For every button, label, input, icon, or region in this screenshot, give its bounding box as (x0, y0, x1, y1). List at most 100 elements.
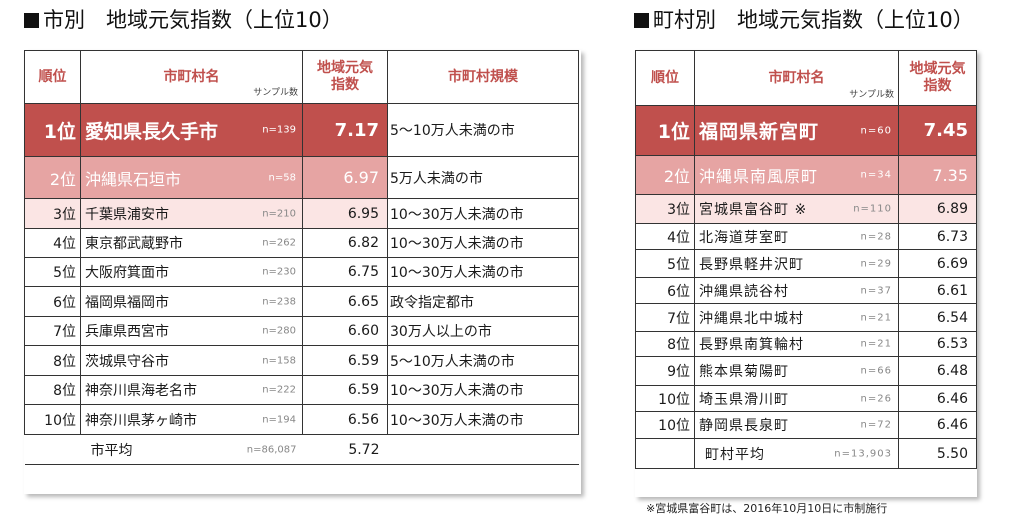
name-cell: 埼玉県滑川町 n=26 (694, 385, 899, 412)
table-row: 8位 茨城県守谷市 n=158 6.59 5～10万人未満の市 (24, 345, 579, 376)
municipality-name: 静岡県長泉町 (699, 418, 789, 434)
name-cell: 兵庫県西宮市 n=280 (80, 316, 303, 346)
rank-cell: 6位 (24, 286, 81, 317)
index-value: 6.46 (898, 411, 977, 439)
name-cell: 沖縄県南風原町 n=34 (694, 155, 899, 195)
municipality-name: 宮城県富谷町 ※ (699, 202, 808, 218)
table-row: 3位 千葉県浦安市 n=210 6.95 10～30万人未満の市 (24, 198, 579, 229)
name-cell: 沖縄県北中城村 n=21 (694, 303, 899, 332)
municipality-name: 愛知県長久手市 (85, 120, 219, 143)
index-value: 6.89 (898, 194, 977, 224)
sample-count: n=37 (860, 285, 892, 296)
index-value: 5.72 (302, 434, 388, 465)
name-cell: 静岡県長泉町 n=72 (694, 411, 899, 439)
sample-count: n=21 (860, 338, 892, 350)
municipality-name: 大阪府箕面市 (85, 265, 169, 281)
index-value: 6.82 (302, 228, 388, 258)
table-row: 10位 埼玉県滑川町 n=26 6.46 (635, 385, 977, 412)
rank-cell: 3位 (635, 194, 695, 224)
table-row: 4位 北海道芽室町 n=28 6.73 (635, 223, 977, 250)
index-value: 6.95 (302, 198, 388, 229)
sample-count: n=238 (262, 296, 296, 307)
municipality-name: 北海道芽室町 (699, 229, 789, 246)
index-value: 6.46 (898, 385, 977, 412)
name-cell: 熊本県菊陽町 n=66 (694, 356, 899, 386)
index-value: 6.60 (302, 316, 388, 346)
table-row: 9位 熊本県菊陽町 n=66 6.48 (635, 356, 977, 386)
rank-cell (635, 438, 695, 469)
name-cell: 愛知県長久手市 n=139 (80, 103, 303, 157)
sample-count: n=194 (262, 414, 296, 425)
index-value: 6.69 (898, 249, 977, 278)
rank-cell: 10位 (635, 385, 695, 412)
municipality-name: 東京都武蔵野市 (85, 236, 183, 252)
municipality-name: 茨城県守谷市 (85, 353, 169, 370)
sample-count: n=86,087 (246, 444, 297, 455)
index-value: 6.54 (898, 303, 977, 332)
municipality-name: 長野県軽井沢町 (699, 256, 804, 273)
city-ranking-panel: 順位 市町村名 サンプル数 地域元気 指数 市町村規模 1位 愛知県長久手市 n=139… (24, 50, 581, 494)
rank-cell: 10位 (24, 404, 81, 435)
name-cell: 茨城県守谷市 n=158 (80, 345, 303, 376)
name-cell: 神奈川県海老名市 n=222 (80, 375, 303, 405)
scale-cell: 5～10万人未満の市 (387, 345, 579, 376)
rank-cell: 2位 (24, 156, 81, 199)
scale-cell: 10～30万人未満の市 (387, 228, 579, 258)
table-row: 3位 宮城県富谷町 ※ n=110 6.89 (635, 194, 977, 224)
rank-cell: 2位 (635, 155, 695, 195)
table-row: 1位 福岡県新宮町 n=60 7.45 (635, 105, 977, 156)
header-rank: 順位 (24, 50, 81, 104)
header-rank: 順位 (635, 50, 695, 106)
index-value: 6.53 (898, 331, 977, 357)
scale-cell: 10～30万人未満の市 (387, 404, 579, 435)
city-ranking-table: 順位 市町村名 サンプル数 地域元気 指数 市町村規模 1位 愛知県長久手市 n=139… (24, 50, 579, 465)
average-row: 町村平均 n=13,903 5.50 (635, 438, 977, 469)
name-cell: 沖縄県石垣市 n=58 (80, 156, 303, 199)
sample-count: n=28 (860, 231, 892, 242)
name-cell: 福岡県新宮町 n=60 (694, 105, 899, 156)
rank-cell: 8位 (24, 345, 81, 376)
average-label: 市平均 (90, 442, 133, 459)
scale-cell: 10～30万人未満の市 (387, 375, 579, 405)
table-header-row: 順位 市町村名 サンプル数 地域元気 指数 市町村規模 (24, 50, 579, 104)
table-row: 7位 兵庫県西宮市 n=280 6.60 30万人以上の市 (24, 316, 579, 346)
table-row: 8位 長野県南箕輪村 n=21 6.53 (635, 331, 977, 357)
name-cell: 長野県軽井沢町 n=29 (694, 249, 899, 278)
index-value: 6.97 (302, 156, 388, 199)
name-cell: 町村平均 n=13,903 (694, 438, 899, 469)
average-label: 町村平均 (705, 446, 765, 463)
average-row: 市平均 n=86,087 5.72 (24, 434, 579, 465)
sample-count: n=262 (262, 237, 296, 249)
sample-count: n=66 (860, 365, 892, 377)
table-row: 4位 東京都武蔵野市 n=262 6.82 10～30万人未満の市 (24, 228, 579, 258)
table-row: 10位 神奈川県茅ヶ崎市 n=194 6.56 10～30万人未満の市 (24, 404, 579, 435)
sample-count: n=29 (860, 258, 892, 269)
scale-cell: 30万人以上の市 (387, 316, 579, 346)
index-value: 6.59 (302, 345, 388, 376)
index-value: 6.65 (302, 286, 388, 317)
scale-cell: 5～10万人未満の市 (387, 103, 579, 157)
left-table-title: 市別 地域元気指数（上位10） (24, 6, 343, 34)
header-sample-count: サンプル数 (849, 90, 894, 100)
town-ranking-panel: 順位 市町村名 サンプル数 地域元気 指数 1位 福岡県新宮町 n=60 7.45 2位 沖縄… (635, 50, 977, 497)
black-square-icon (634, 13, 649, 28)
town-ranking-table: 順位 市町村名 サンプル数 地域元気 指数 1位 福岡県新宮町 n=60 7.45 2位 沖縄… (635, 50, 977, 469)
index-value: 7.35 (898, 155, 977, 195)
name-cell: 大阪府箕面市 n=230 (80, 257, 303, 287)
rank-cell: 10位 (635, 411, 695, 439)
rank-cell: 1位 (635, 105, 695, 156)
rank-cell: 4位 (24, 228, 81, 258)
sample-count: n=222 (262, 384, 296, 396)
municipality-name: 沖縄県読谷村 (699, 283, 789, 300)
municipality-name: 福岡県新宮町 (699, 121, 820, 143)
sample-count: n=34 (860, 169, 892, 181)
sample-count: n=139 (262, 124, 296, 136)
name-cell: 沖縄県読谷村 n=37 (694, 277, 899, 304)
table-row: 6位 福岡県福岡市 n=238 6.65 政令指定都市 (24, 286, 579, 317)
municipality-name: 熊本県菊陽町 (699, 364, 789, 380)
table-row: 1位 愛知県長久手市 n=139 7.17 5～10万人未満の市 (24, 103, 579, 157)
sample-count: n=230 (262, 266, 296, 278)
rank-cell: 9位 (635, 356, 695, 386)
index-value: 6.73 (898, 223, 977, 250)
sample-count: n=21 (860, 312, 892, 323)
